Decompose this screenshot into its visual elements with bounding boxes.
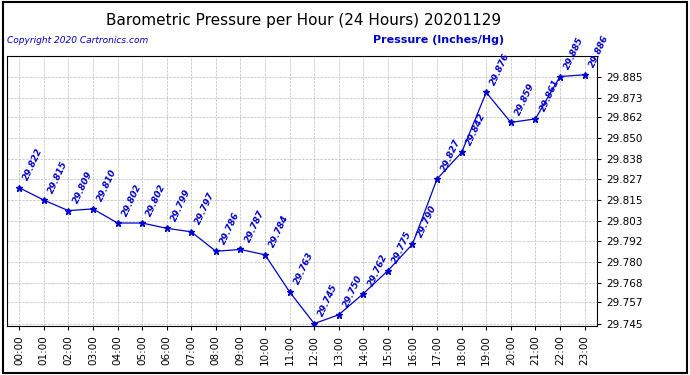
- Text: 29.809: 29.809: [71, 170, 94, 205]
- Text: 29.876: 29.876: [489, 52, 512, 87]
- Text: 29.886: 29.886: [587, 34, 610, 69]
- Text: 29.787: 29.787: [243, 209, 266, 244]
- Text: 29.750: 29.750: [342, 274, 364, 309]
- Text: 29.859: 29.859: [513, 82, 536, 117]
- Text: 29.810: 29.810: [96, 168, 119, 203]
- Text: 29.790: 29.790: [415, 204, 438, 238]
- Text: 29.775: 29.775: [391, 230, 413, 265]
- Text: 29.799: 29.799: [170, 188, 193, 223]
- Text: 29.797: 29.797: [194, 191, 217, 226]
- Text: 29.815: 29.815: [46, 159, 69, 195]
- Text: 29.885: 29.885: [563, 36, 586, 71]
- Text: 29.786: 29.786: [219, 210, 241, 246]
- Text: 29.842: 29.842: [464, 112, 487, 147]
- Text: Barometric Pressure per Hour (24 Hours) 20201129: Barometric Pressure per Hour (24 Hours) …: [106, 13, 501, 28]
- Text: 29.822: 29.822: [22, 147, 45, 182]
- Text: Pressure (Inches/Hg): Pressure (Inches/Hg): [373, 36, 504, 45]
- Text: 29.802: 29.802: [120, 182, 143, 218]
- Text: 29.802: 29.802: [145, 182, 168, 218]
- Text: 29.745: 29.745: [317, 283, 339, 318]
- Text: 29.763: 29.763: [293, 251, 315, 286]
- Text: 29.861: 29.861: [538, 78, 561, 113]
- Text: 29.827: 29.827: [440, 138, 462, 173]
- Text: 29.762: 29.762: [366, 253, 389, 288]
- Text: 29.784: 29.784: [268, 214, 290, 249]
- Text: Copyright 2020 Cartronics.com: Copyright 2020 Cartronics.com: [7, 36, 148, 45]
